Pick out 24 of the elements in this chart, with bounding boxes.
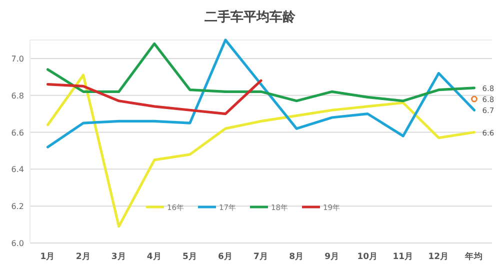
line-series <box>46 79 262 116</box>
x-tick-label: 8月 <box>289 251 304 262</box>
y-tick-label: 6.0 <box>11 239 24 248</box>
x-tick-label: 2月 <box>76 251 91 262</box>
y-tick-label: 6.4 <box>11 165 24 174</box>
x-tick-label: 3月 <box>111 251 126 262</box>
x-tick-label: 1月 <box>40 251 56 262</box>
x-tick-label: 11月 <box>392 251 414 262</box>
y-tick-label: 6.6 <box>11 128 24 138</box>
x-tick-label: 6月 <box>218 251 233 262</box>
x-tick-label: 10月 <box>357 251 378 262</box>
line-series <box>46 74 476 228</box>
x-tick-label: 9月 <box>324 251 340 262</box>
x-tick-label: 5月 <box>182 251 198 262</box>
line-series <box>46 38 476 148</box>
x-tick-label: 7月 <box>254 251 268 262</box>
x-tick-label: 12月 <box>428 251 450 262</box>
x-tick-label: 4月 <box>146 251 162 262</box>
y-tick-label: 7.0 <box>11 54 24 64</box>
y-tick-label: 6.2 <box>11 202 24 212</box>
line-series <box>46 42 476 102</box>
chart-title: 二手车平均车龄 <box>204 9 296 25</box>
y-tick-label: 6.8 <box>11 91 24 100</box>
x-tick-label: 年均 <box>464 251 484 262</box>
